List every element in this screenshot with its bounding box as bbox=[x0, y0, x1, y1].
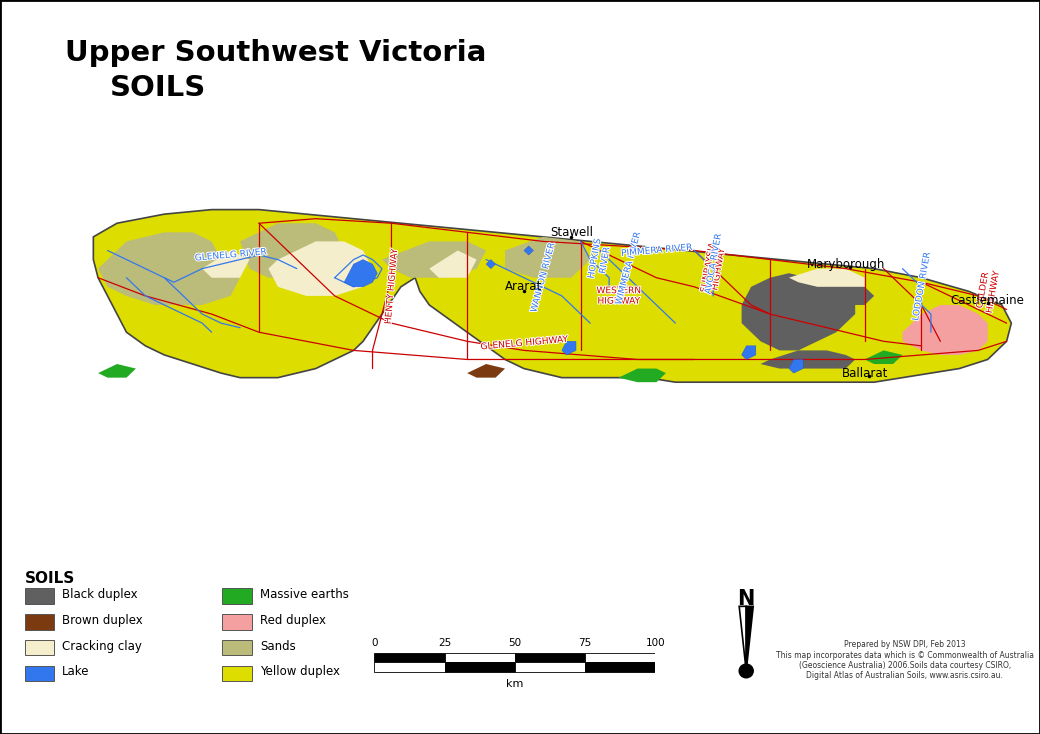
Text: HOPKINS
RIVER: HOPKINS RIVER bbox=[587, 238, 613, 281]
Polygon shape bbox=[789, 360, 803, 373]
Text: WANNON RIVER: WANNON RIVER bbox=[529, 242, 556, 313]
Bar bbox=[25, 588, 54, 604]
Bar bbox=[25, 666, 54, 681]
Polygon shape bbox=[202, 250, 250, 277]
Text: SUNRAYSIA
HIGHWAY: SUNRAYSIA HIGHWAY bbox=[699, 242, 727, 295]
Polygon shape bbox=[344, 260, 378, 287]
Text: 50: 50 bbox=[509, 638, 521, 648]
Text: Red duplex: Red duplex bbox=[260, 614, 326, 627]
Text: Brown duplex: Brown duplex bbox=[62, 614, 144, 627]
Polygon shape bbox=[742, 273, 855, 350]
Bar bbox=[223, 640, 252, 655]
Polygon shape bbox=[467, 364, 505, 378]
Polygon shape bbox=[562, 341, 576, 355]
Text: GLENELG RIVER: GLENELG RIVER bbox=[194, 247, 266, 263]
Bar bbox=[223, 614, 252, 630]
Polygon shape bbox=[619, 368, 666, 382]
Text: Yellow duplex: Yellow duplex bbox=[260, 666, 340, 678]
Polygon shape bbox=[98, 364, 136, 378]
Text: HENTY HIGHWAY: HENTY HIGHWAY bbox=[384, 249, 399, 324]
Bar bbox=[515, 662, 584, 672]
Circle shape bbox=[739, 664, 753, 677]
Bar bbox=[374, 653, 445, 662]
Text: WIMMERA RIVER: WIMMERA RIVER bbox=[614, 231, 642, 306]
Text: Upper Southwest Victoria: Upper Southwest Victoria bbox=[64, 39, 487, 67]
Text: km: km bbox=[506, 679, 523, 689]
Text: 25: 25 bbox=[438, 638, 451, 648]
Text: Lake: Lake bbox=[62, 666, 89, 678]
Polygon shape bbox=[430, 250, 476, 277]
Bar bbox=[584, 662, 655, 672]
Polygon shape bbox=[268, 241, 372, 296]
Polygon shape bbox=[505, 237, 591, 277]
Polygon shape bbox=[903, 305, 988, 355]
Text: PIMMERA RIVER: PIMMERA RIVER bbox=[621, 243, 693, 258]
Text: Prepared by NSW DPI, Feb 2013
This map incorporates data which is © Commonwealth: Prepared by NSW DPI, Feb 2013 This map i… bbox=[776, 640, 1034, 680]
Text: 100: 100 bbox=[646, 638, 665, 648]
Bar bbox=[25, 640, 54, 655]
Polygon shape bbox=[486, 260, 496, 269]
Text: Castlemaine: Castlemaine bbox=[951, 294, 1024, 307]
Polygon shape bbox=[808, 277, 875, 305]
Bar bbox=[25, 614, 54, 630]
Text: Sands: Sands bbox=[260, 639, 295, 653]
Polygon shape bbox=[146, 269, 240, 305]
Bar bbox=[515, 653, 584, 662]
Text: Massive earths: Massive earths bbox=[260, 588, 348, 601]
Polygon shape bbox=[98, 233, 222, 305]
Text: CALDER
HIGHWAY: CALDER HIGHWAY bbox=[974, 269, 1000, 314]
Polygon shape bbox=[382, 241, 486, 277]
Text: Black duplex: Black duplex bbox=[62, 588, 138, 601]
Bar bbox=[223, 588, 252, 604]
Text: GLENELG HIGHWAY: GLENELG HIGHWAY bbox=[480, 335, 568, 352]
Text: AVOCA RIVER: AVOCA RIVER bbox=[703, 233, 723, 295]
Polygon shape bbox=[240, 223, 344, 277]
Polygon shape bbox=[739, 606, 747, 671]
Text: 0: 0 bbox=[371, 638, 378, 648]
Bar bbox=[445, 662, 515, 672]
Polygon shape bbox=[760, 350, 855, 368]
Text: 75: 75 bbox=[578, 638, 592, 648]
Bar bbox=[223, 666, 252, 681]
Bar bbox=[445, 653, 515, 662]
Text: Stawell: Stawell bbox=[550, 226, 593, 239]
Text: LODDON RIVER: LODDON RIVER bbox=[911, 252, 932, 321]
Bar bbox=[374, 662, 445, 672]
Text: SOILS: SOILS bbox=[25, 571, 75, 586]
Text: SOILS: SOILS bbox=[110, 74, 206, 102]
Polygon shape bbox=[524, 246, 534, 255]
Text: Ballarat: Ballarat bbox=[841, 366, 888, 379]
Text: N: N bbox=[737, 589, 755, 609]
Text: Maryborough: Maryborough bbox=[807, 258, 885, 271]
Polygon shape bbox=[94, 210, 1011, 382]
Polygon shape bbox=[747, 606, 753, 671]
Bar bbox=[584, 653, 655, 662]
Text: WESTERN
HIGHWAY: WESTERN HIGHWAY bbox=[597, 286, 641, 305]
Polygon shape bbox=[864, 350, 903, 364]
Polygon shape bbox=[789, 269, 864, 287]
Text: Ararat: Ararat bbox=[505, 280, 543, 294]
Polygon shape bbox=[742, 346, 756, 360]
Polygon shape bbox=[760, 305, 827, 333]
Text: Cracking clay: Cracking clay bbox=[62, 639, 142, 653]
